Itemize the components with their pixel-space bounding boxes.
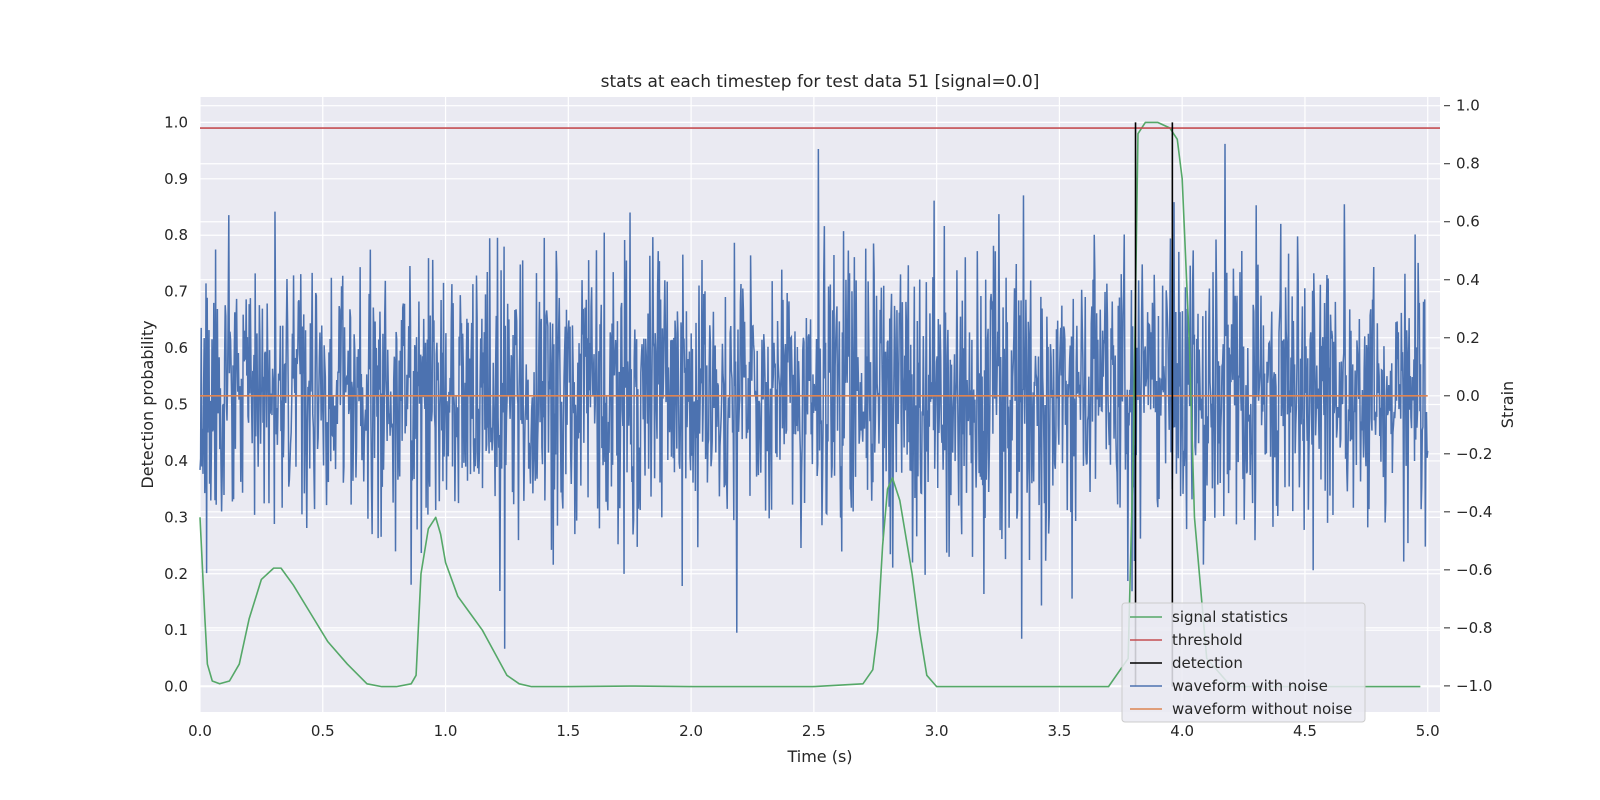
series-waveform-with-noise: [199, 143, 1429, 649]
y-axis-label: Detection probability: [138, 320, 157, 488]
series-layer: [199, 121, 1440, 688]
legend-box: [1121, 602, 1366, 723]
y-tick-label: 0.1: [164, 621, 188, 639]
x-tick-label: 1.5: [556, 722, 580, 740]
legend-label-signal-statistics: signal statistics: [1172, 608, 1288, 626]
y-tick-label: 0.9: [164, 170, 188, 188]
x-tick-label: 0.5: [311, 722, 335, 740]
y-tick-label: 0.5: [164, 396, 188, 414]
y-tick-label: 0.3: [164, 508, 188, 526]
y2-tick-label: 1.0: [1456, 97, 1480, 115]
y2-axis-label: Strain: [1498, 381, 1517, 428]
y2-tick-label: −0.4: [1456, 503, 1492, 521]
y-tick-label: 0.6: [164, 339, 188, 357]
x-axis-label: Time (s): [786, 747, 852, 766]
y2-tick-label: −0.8: [1456, 619, 1492, 637]
x-tick-label: 0.0: [188, 722, 212, 740]
x-tick-label: 3.5: [1047, 722, 1071, 740]
y-tick-label: 0.7: [164, 283, 188, 301]
legend-label-waveform-with-noise: waveform with noise: [1172, 677, 1328, 695]
legend-label-threshold: threshold: [1172, 631, 1243, 649]
legend: signal statistics threshold detection wa…: [1121, 602, 1366, 723]
y2-tick-label: −0.6: [1456, 561, 1492, 579]
legend-label-detection: detection: [1172, 654, 1243, 672]
y-tick-label: 0.8: [164, 226, 188, 244]
y2-tick-label: −0.2: [1456, 445, 1492, 463]
y2-tick-label: 0.8: [1456, 155, 1480, 173]
y2-tick-label: 0.2: [1456, 329, 1480, 347]
y2-tick-label: −1.0: [1456, 677, 1492, 695]
x-tick-label: 4.5: [1293, 722, 1317, 740]
y-tick-label: 1.0: [164, 113, 188, 131]
y-tick-label: 0.4: [164, 452, 188, 470]
x-tick-label: 2.5: [802, 722, 826, 740]
x-tick-label: 5.0: [1416, 722, 1440, 740]
y-tick-label: 0.2: [164, 565, 188, 583]
y2-tick-label: 0.6: [1456, 213, 1480, 231]
y2-tick-label: 0.0: [1456, 387, 1480, 405]
x-tick-label: 1.0: [434, 722, 458, 740]
x-tick-label: 2.0: [679, 722, 703, 740]
y2-tick-label: 0.4: [1456, 271, 1480, 289]
y-tick-label: 0.0: [164, 678, 188, 696]
legend-label-waveform-without-noise: waveform without noise: [1172, 700, 1352, 718]
ticks: 0.0 0.5 1.0 1.5 2.0 2.5 3.0 3.5 4.0 4.5 5.0 0.0 0.1 0…: [164, 97, 1492, 740]
chart-title: stats at each timestep for test data 51 …: [601, 72, 1040, 92]
x-tick-label: 4.0: [1170, 722, 1194, 740]
series-signal-statistics: [199, 121, 1421, 688]
x-tick-label: 3.0: [925, 722, 949, 740]
